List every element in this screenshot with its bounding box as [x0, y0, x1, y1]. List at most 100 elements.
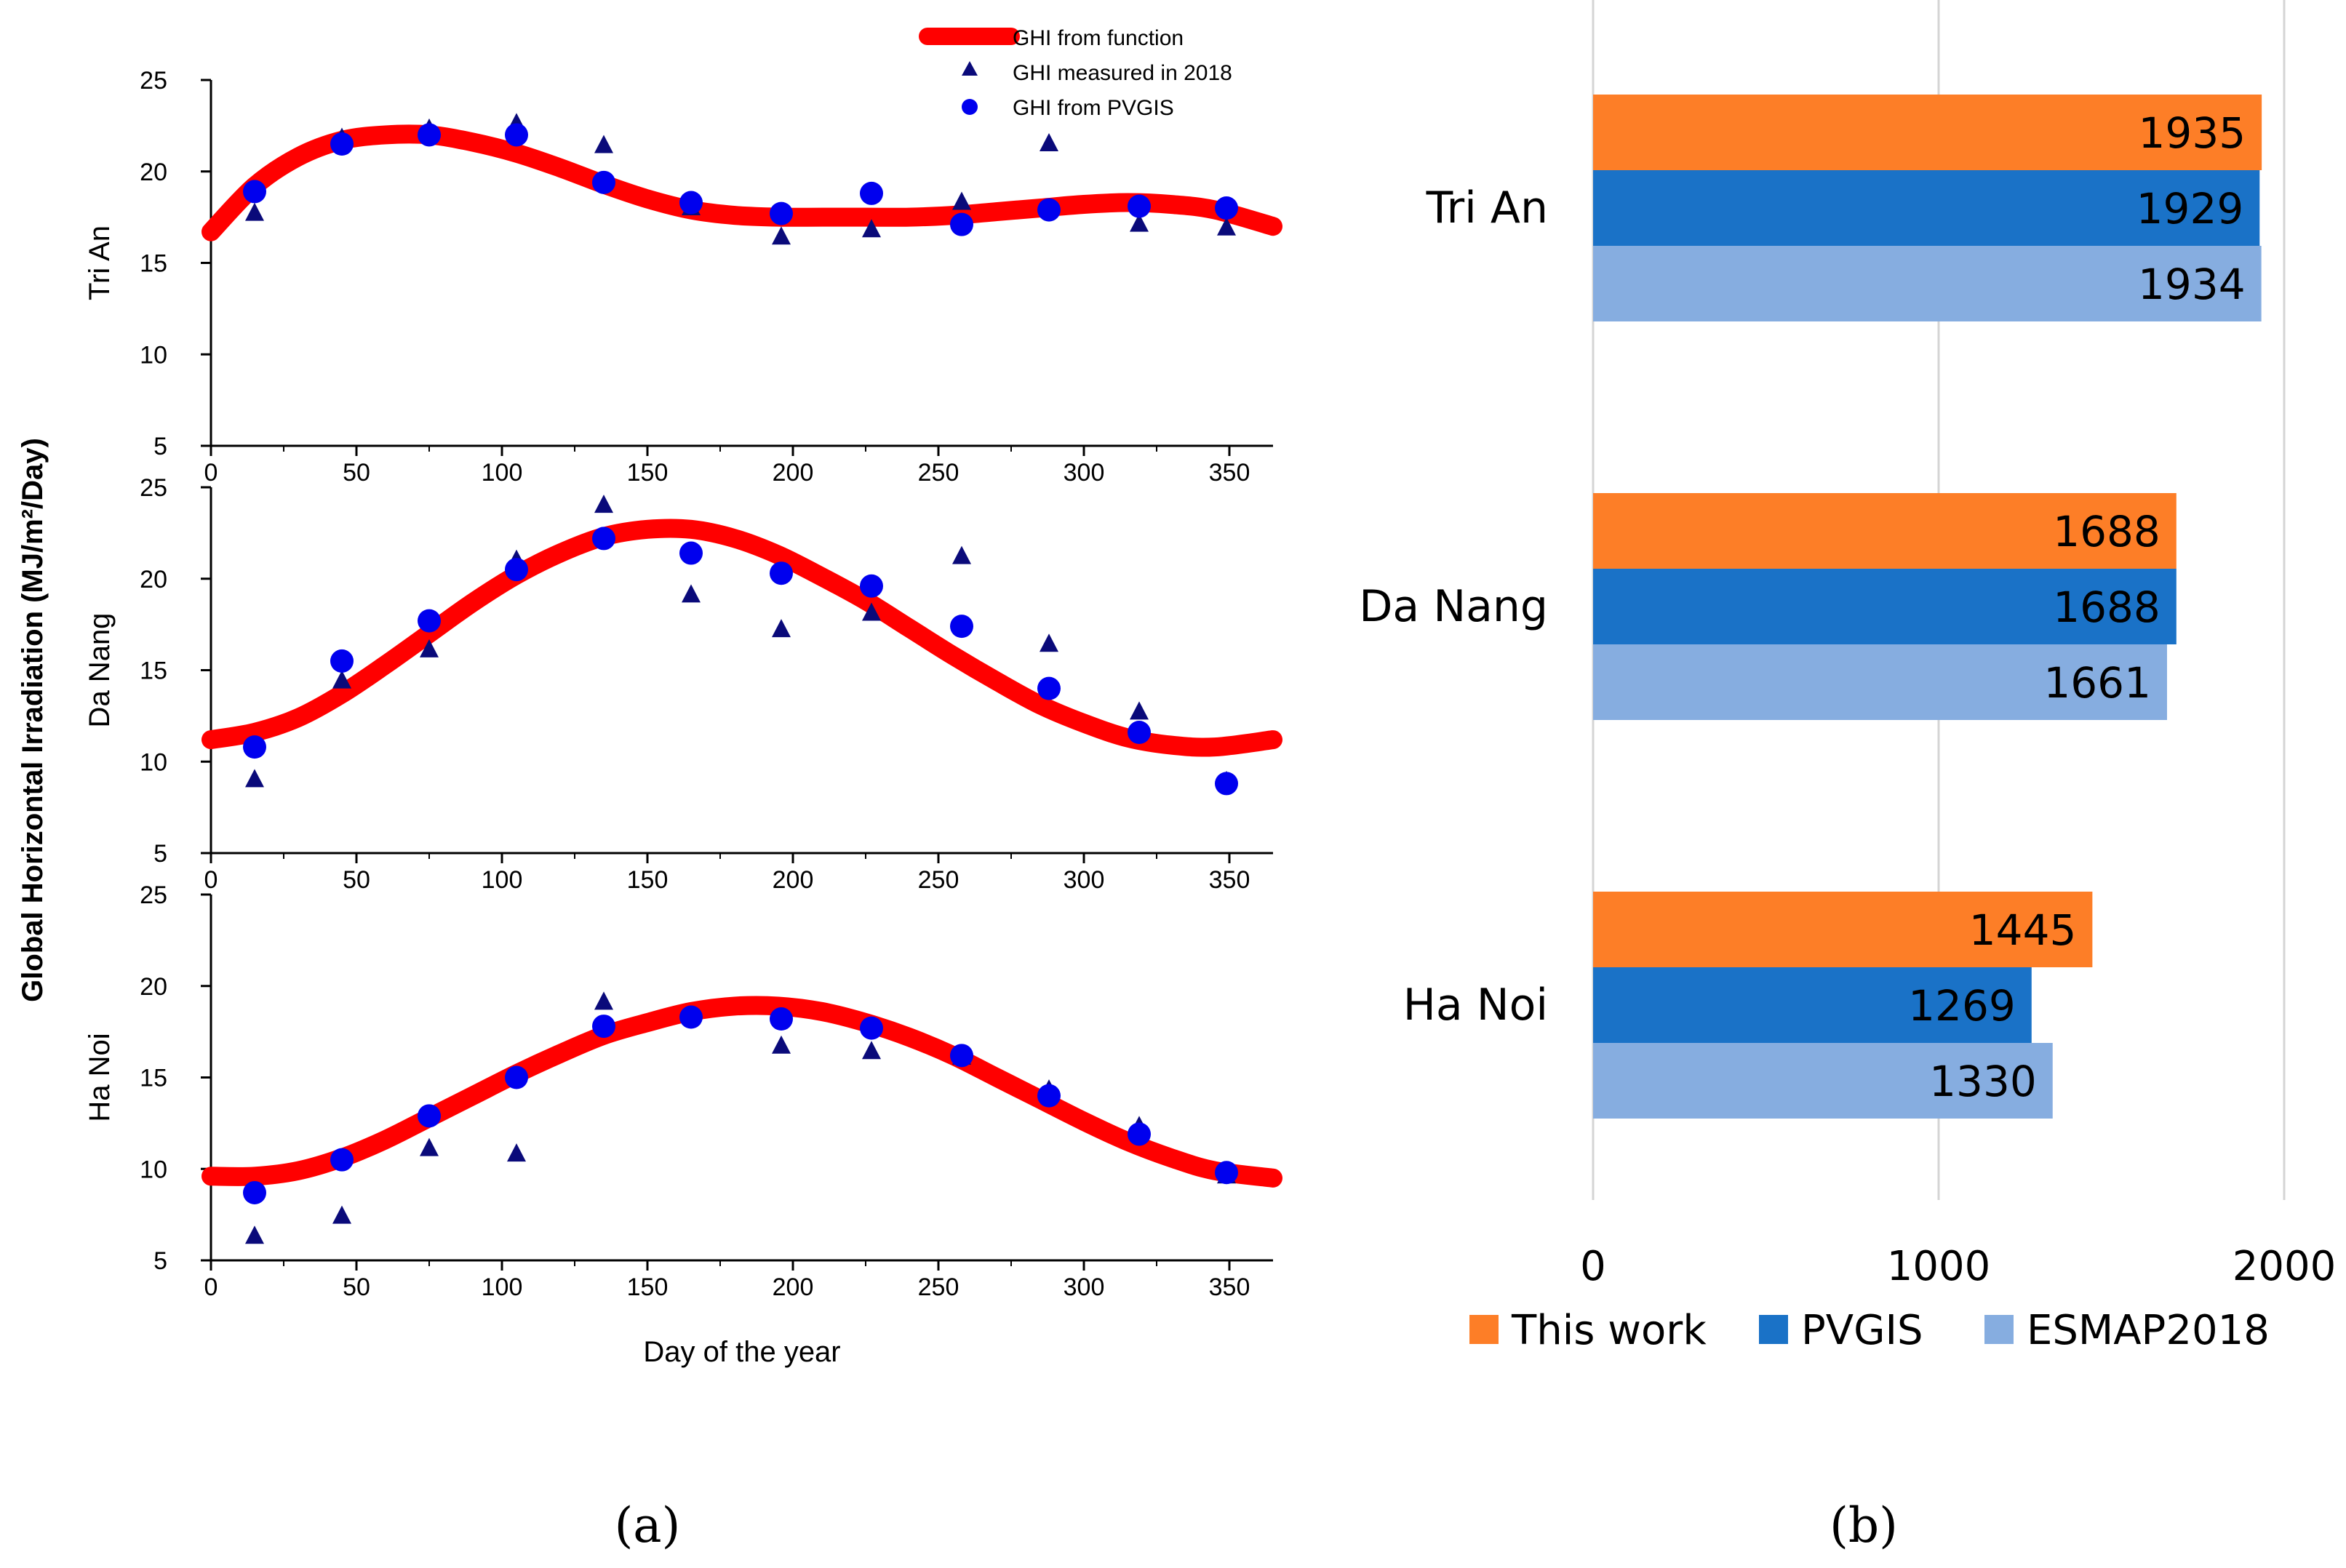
pvgis-point — [592, 170, 615, 194]
x-tick-label: 200 — [773, 459, 814, 487]
legend-pvgis-label: GHI from PVGIS — [1013, 96, 1174, 120]
measured-point — [862, 219, 881, 238]
legend-swatch — [1469, 1315, 1499, 1344]
pvgis-point — [770, 201, 793, 225]
measured-point — [332, 1205, 351, 1224]
pvgis-point — [330, 1148, 354, 1172]
fit-curve-tri-an — [202, 124, 1282, 241]
measured-point — [1040, 133, 1058, 152]
x-tick-label: 250 — [918, 1273, 959, 1301]
pvgis-point — [1215, 196, 1238, 220]
pvgis-point — [860, 181, 883, 205]
x-tick-label: 200 — [773, 1273, 814, 1301]
y-tick-label: 5 — [153, 840, 167, 868]
bar-value-label: 1661 — [2043, 658, 2151, 708]
legend-triangle-marker — [962, 61, 978, 76]
measured-point — [772, 619, 791, 638]
x-tick-label: 0 — [204, 866, 218, 894]
x-tick-label: 0 — [204, 459, 218, 487]
pvgis-point — [679, 191, 703, 215]
pvgis-point — [770, 561, 793, 585]
bar — [1593, 644, 2167, 720]
x-tick-label: 150 — [627, 459, 669, 487]
panel-a-y-axis-label: Global Horizontal Irradiation (MJ/m²/Day… — [17, 438, 49, 1002]
measured-point — [594, 495, 613, 513]
y-tick-label: 20 — [140, 159, 167, 186]
legend-label: PVGIS — [1801, 1307, 1923, 1354]
pvgis-point — [950, 615, 973, 639]
x-tick-label: 100 — [482, 866, 523, 894]
bar-category-label: Ha Noi — [1403, 980, 1548, 1031]
measured-point — [1130, 701, 1149, 720]
bar — [1593, 170, 2260, 246]
pvgis-point — [950, 1044, 973, 1068]
x-tick-label: 300 — [1064, 459, 1105, 487]
pvgis-point — [243, 735, 266, 759]
x-tick-label: 250 — [918, 459, 959, 487]
pvgis-point — [679, 541, 703, 565]
x-tick-label: 300 — [1064, 1273, 1105, 1301]
x-tick-label: 150 — [627, 1273, 669, 1301]
x-tick-label: 0 — [204, 1273, 218, 1301]
pvgis-point — [1215, 772, 1238, 796]
panel-b-bar-chart: 1935 1929 1934 1688 1688 1661 1445 1269 1330 0 10… — [1359, 0, 2336, 1553]
pvgis-point — [243, 180, 266, 204]
y-tick-label: 25 — [140, 881, 167, 909]
fit-curve-da-nang — [202, 519, 1282, 757]
pvgis-point — [418, 123, 441, 147]
x-tick-label: 350 — [1209, 1273, 1250, 1301]
bar-value-label: 1688 — [2053, 583, 2161, 632]
x-tick-label: 150 — [627, 866, 669, 894]
pvgis-point — [1037, 1084, 1061, 1108]
bar-x-tick-label: 1000 — [1887, 1243, 1991, 1290]
x-tick-label: 50 — [343, 866, 370, 894]
x-tick-label: 300 — [1064, 866, 1105, 894]
bar-value-label: 1269 — [1908, 981, 2016, 1031]
x-tick-label: 200 — [773, 866, 814, 894]
bar — [1593, 493, 2177, 569]
pvgis-point — [679, 1005, 703, 1029]
pvgis-point — [330, 132, 354, 156]
y-tick-label: 25 — [140, 474, 167, 502]
y-tick-label: 10 — [140, 341, 167, 369]
y-tick-label: 10 — [140, 1156, 167, 1183]
bar-x-tick-label: 2000 — [2233, 1243, 2337, 1290]
bar-value-label: 1934 — [2138, 260, 2246, 309]
y-tick-label: 15 — [140, 657, 167, 685]
legend-label: ESMAP2018 — [2027, 1307, 2270, 1354]
bar — [1593, 95, 2262, 170]
pvgis-point — [505, 1065, 528, 1089]
bar-category-label: Tri An — [1426, 183, 1548, 233]
bar — [1593, 246, 2262, 321]
x-tick-label: 350 — [1209, 866, 1250, 894]
x-tick-label: 250 — [918, 866, 959, 894]
y-tick-label: 25 — [140, 67, 167, 95]
x-tick-label: 100 — [482, 1273, 523, 1301]
y-tick-label: 15 — [140, 1065, 167, 1092]
pvgis-point — [1128, 1122, 1151, 1146]
pvgis-point — [950, 212, 973, 236]
pvgis-point — [592, 1015, 615, 1039]
panel-a-legend: GHI from function GHI measured in 2018 G… — [919, 26, 1232, 120]
pvgis-point — [330, 649, 354, 673]
pvgis-point — [505, 558, 528, 582]
measured-point — [507, 1143, 526, 1162]
bar — [1593, 967, 2032, 1043]
bar-value-label: 1929 — [2136, 184, 2244, 233]
measured-point — [245, 769, 264, 788]
subplot-title-tri-an: Tri An — [84, 225, 116, 300]
bar — [1593, 892, 2093, 967]
pvgis-point — [505, 123, 528, 147]
bar-value-label: 1935 — [2139, 108, 2246, 158]
measured-point — [952, 545, 971, 564]
y-tick-label: 10 — [140, 748, 167, 776]
bar — [1593, 569, 2177, 644]
subplot-title-da-nang: Da Nang — [84, 613, 116, 728]
legend-measured-label: GHI measured in 2018 — [1013, 61, 1232, 85]
y-tick-label: 15 — [140, 250, 167, 278]
measured-point — [1040, 633, 1058, 652]
measured-point — [862, 1041, 881, 1060]
subplot-title-ha-noi: Ha Noi — [84, 1033, 116, 1121]
